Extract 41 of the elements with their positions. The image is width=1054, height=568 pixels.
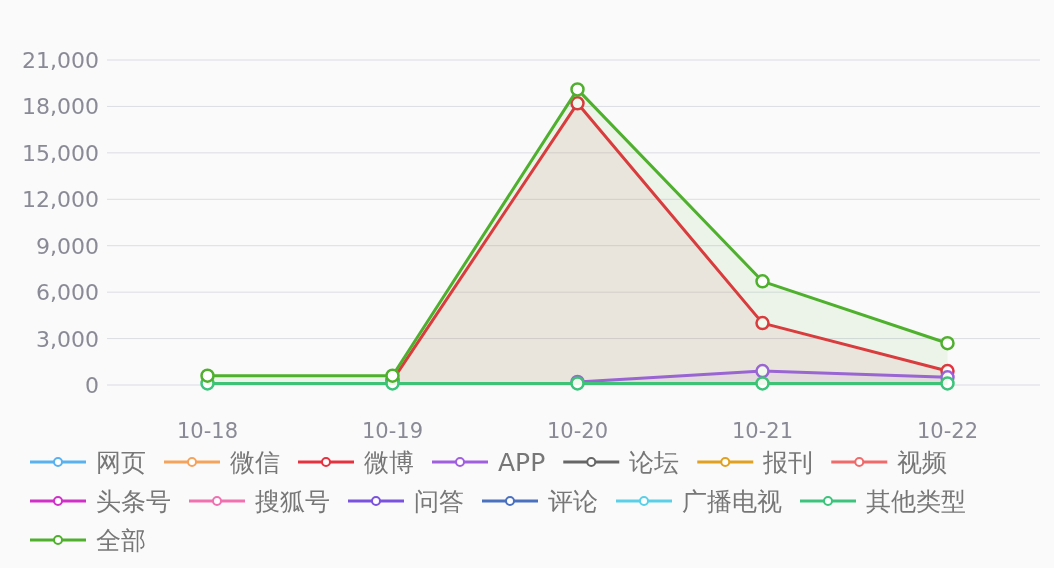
legend-label: 评论 (548, 487, 598, 516)
y-tick-label: 12,000 (22, 187, 99, 213)
legend-item: 问答 (348, 487, 464, 516)
legend-item: 头条号 (30, 487, 171, 516)
y-tick-label: 18,000 (22, 94, 99, 120)
x-tick-label: 10-22 (916, 419, 979, 443)
legend-label: 微博 (364, 448, 414, 477)
legend-label: 问答 (414, 487, 464, 516)
legend-item: 搜狐号 (189, 487, 330, 516)
legend-label: APP (498, 448, 546, 477)
legend-item: 评论 (482, 487, 598, 516)
legend-item: 广播电视 (616, 487, 782, 516)
legend-item: 其他类型 (800, 487, 966, 516)
y-tick-label: 3,000 (36, 326, 99, 352)
legend-label: 论坛 (629, 448, 680, 477)
legend-label: 视频 (897, 448, 948, 477)
x-tick-label: 10-19 (361, 419, 424, 443)
legend-label: 报刊 (762, 448, 814, 477)
legend-item: 论坛 (563, 448, 680, 477)
legend-item: 全部 (30, 526, 146, 555)
legend-item: APP (432, 448, 546, 477)
y-tick-label: 9,000 (36, 233, 99, 259)
x-tick-label: 10-20 (546, 419, 609, 443)
x-tick-label: 10-21 (731, 419, 794, 443)
legend-item: 网页 (30, 448, 146, 477)
legend-label: 头条号 (96, 487, 171, 516)
legend-label: 网页 (96, 448, 146, 477)
legend-label: 搜狐号 (255, 487, 330, 516)
y-tick-label: 21,000 (22, 48, 99, 73)
legend-label: 微信 (230, 448, 280, 477)
legend-item: 微信 (164, 448, 280, 477)
legend-label: 其他类型 (866, 487, 966, 516)
x-tick-label: 10-18 (176, 419, 239, 443)
y-tick-label: 15,000 (22, 140, 99, 166)
y-tick-label: 0 (85, 373, 99, 398)
legend-item: 报刊 (697, 448, 814, 477)
legend-item: 视频 (831, 448, 948, 477)
legend-item: 微博 (298, 448, 414, 477)
legend-label: 广播电视 (682, 487, 782, 516)
legend-label: 全部 (96, 526, 146, 555)
y-tick-label: 6,000 (36, 280, 99, 306)
